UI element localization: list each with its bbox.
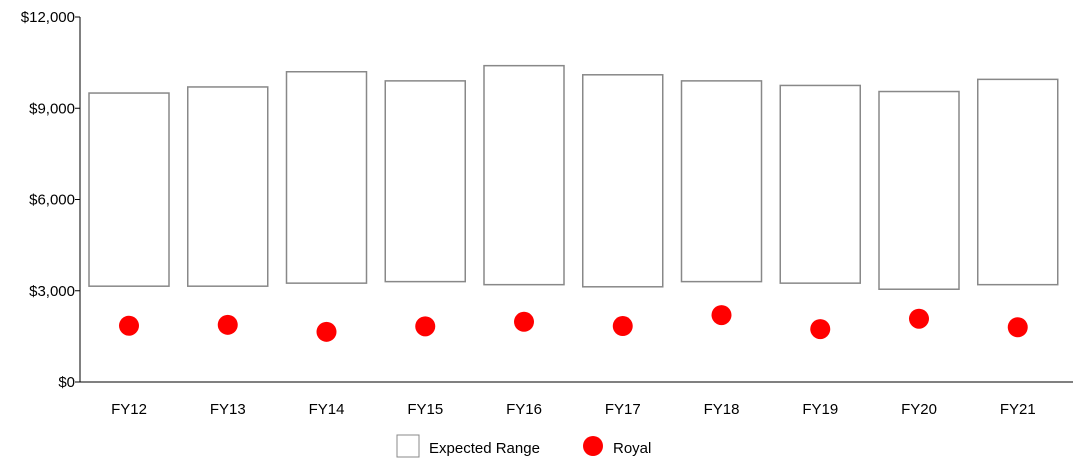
expected-range-bar <box>384 80 466 283</box>
expected-range-bar <box>878 90 960 290</box>
legend-label-royal: Royal <box>613 440 651 457</box>
y-tick-label: $12,000 <box>21 9 75 26</box>
royal-dot <box>119 315 139 336</box>
x-tick-label: FY21 <box>1000 401 1036 418</box>
royal-dot <box>514 311 534 332</box>
legend: Expected Range Royal <box>396 434 651 458</box>
x-tick-label: FY12 <box>111 401 147 418</box>
royal-dot <box>612 316 633 337</box>
expected-range-bar <box>680 80 763 283</box>
x-tick-label: FY13 <box>210 401 246 418</box>
y-tick-label: $9,000 <box>29 100 75 117</box>
legend-swatch-expected-range <box>396 434 420 458</box>
royal-dot <box>217 314 238 335</box>
expected-range-bar <box>977 78 1059 286</box>
legend-label-expected-range: Expected Range <box>429 440 540 457</box>
expected-range-bars <box>88 64 1059 290</box>
x-tick-label: FY16 <box>506 401 542 418</box>
royal-dot <box>810 319 831 340</box>
x-tick-label: FY15 <box>407 401 443 418</box>
x-tick-label: FY18 <box>704 401 740 418</box>
royal-dot <box>1007 317 1028 338</box>
expected-range-bar <box>582 74 664 288</box>
expected-range-bar <box>187 86 269 287</box>
royal-dots <box>119 305 1028 342</box>
expected-range-bar <box>285 71 368 284</box>
legend-swatch-royal <box>583 436 603 456</box>
y-tick-label: $0 <box>58 374 75 391</box>
y-tick-label: $6,000 <box>29 192 75 209</box>
x-tick-label: FY14 <box>309 401 345 418</box>
royal-dot <box>415 316 436 337</box>
royal-dot <box>316 321 337 342</box>
expected-range-bar <box>483 64 565 286</box>
x-tick-label: FY19 <box>802 401 838 418</box>
x-tick-label: FY17 <box>605 401 641 418</box>
y-axis: $0 $3,000 $6,000 $9,000 $12,000 <box>21 9 81 391</box>
x-tick-label: FY20 <box>901 401 937 418</box>
y-tick-label: $3,000 <box>29 283 75 300</box>
x-axis: FY12 FY13 FY14 FY15 FY16 FY17 FY18 FY19 FY20 FY21 <box>80 381 1073 418</box>
expected-range-bar <box>779 84 861 284</box>
royal-dot <box>711 305 732 326</box>
expected-range-bar <box>88 92 170 287</box>
royal-dot <box>909 308 929 329</box>
